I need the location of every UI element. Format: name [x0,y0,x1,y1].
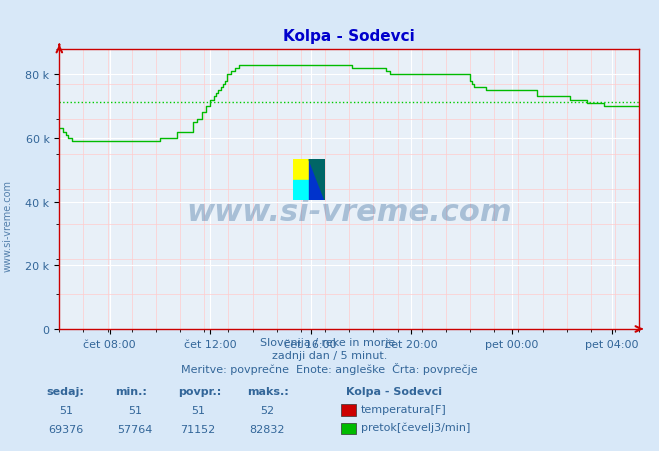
Text: povpr.:: povpr.: [178,387,221,396]
Text: Slovenija / reke in morje.: Slovenija / reke in morje. [260,337,399,347]
Text: maks.:: maks.: [247,387,289,396]
Text: Meritve: povprečne  Enote: angleške  Črta: povprečje: Meritve: povprečne Enote: angleške Črta:… [181,362,478,374]
Text: 51: 51 [128,405,142,415]
Text: 52: 52 [260,405,274,415]
Title: Kolpa - Sodevci: Kolpa - Sodevci [283,29,415,44]
Text: www.si-vreme.com: www.si-vreme.com [3,179,13,272]
Polygon shape [309,160,325,201]
Polygon shape [293,160,309,180]
Text: min.:: min.: [115,387,147,396]
Text: 82832: 82832 [249,423,285,433]
Text: zadnji dan / 5 minut.: zadnji dan / 5 minut. [272,350,387,360]
Polygon shape [293,180,309,201]
Text: Kolpa - Sodevci: Kolpa - Sodevci [346,387,442,396]
Text: sedaj:: sedaj: [46,387,84,396]
Text: 71152: 71152 [180,423,215,433]
Polygon shape [309,160,325,201]
Text: www.si-vreme.com: www.si-vreme.com [186,198,512,226]
Text: temperatura[F]: temperatura[F] [361,404,447,414]
Text: pretok[čevelj3/min]: pretok[čevelj3/min] [361,421,471,432]
Text: 69376: 69376 [48,423,84,433]
Text: 51: 51 [59,405,73,415]
Text: 57764: 57764 [117,423,153,433]
Text: 51: 51 [190,405,205,415]
